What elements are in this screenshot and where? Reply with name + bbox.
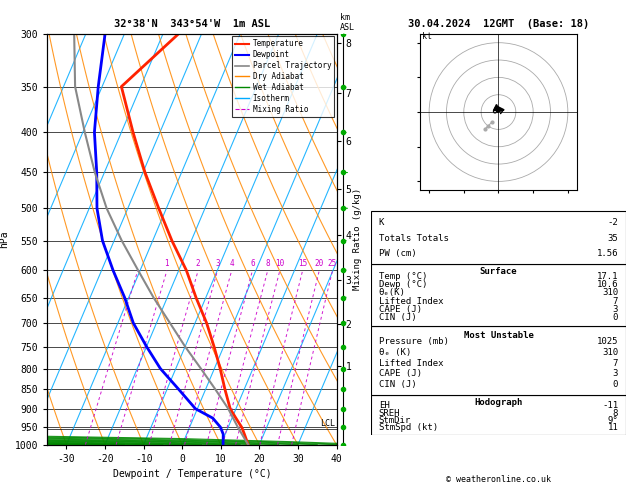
Text: 7: 7 — [613, 296, 618, 306]
Text: 8: 8 — [613, 409, 618, 417]
Text: Totals Totals: Totals Totals — [379, 234, 448, 243]
Text: 2: 2 — [196, 260, 201, 268]
Text: Lifted Index: Lifted Index — [379, 359, 443, 367]
Text: © weatheronline.co.uk: © weatheronline.co.uk — [446, 474, 551, 484]
Text: 3: 3 — [215, 260, 220, 268]
Legend: Temperature, Dewpoint, Parcel Trajectory, Dry Adiabat, Wet Adiabat, Isotherm, Mi: Temperature, Dewpoint, Parcel Trajectory… — [232, 36, 334, 117]
Text: Hodograph: Hodograph — [474, 398, 523, 407]
Text: Most Unstable: Most Unstable — [464, 331, 533, 340]
Text: θₑ(K): θₑ(K) — [379, 288, 406, 297]
Text: 0: 0 — [613, 380, 618, 389]
X-axis label: Dewpoint / Temperature (°C): Dewpoint / Temperature (°C) — [113, 469, 271, 479]
Text: EH: EH — [379, 401, 389, 410]
Text: 10.6: 10.6 — [597, 280, 618, 289]
Text: 8: 8 — [265, 260, 270, 268]
Text: 1025: 1025 — [597, 337, 618, 347]
Text: 35: 35 — [608, 234, 618, 243]
Text: 25: 25 — [328, 260, 337, 268]
Text: LCL: LCL — [320, 419, 335, 428]
FancyBboxPatch shape — [371, 326, 626, 395]
Text: K: K — [379, 218, 384, 227]
Text: 0: 0 — [613, 313, 618, 322]
Text: 32°38'N  343°54'W  1m ASL: 32°38'N 343°54'W 1m ASL — [114, 19, 270, 29]
FancyBboxPatch shape — [371, 264, 626, 326]
Text: 20: 20 — [314, 260, 324, 268]
Text: 30.04.2024  12GMT  (Base: 18): 30.04.2024 12GMT (Base: 18) — [408, 19, 589, 29]
Text: Mixing Ratio (g/kg): Mixing Ratio (g/kg) — [353, 188, 362, 291]
Text: kt: kt — [422, 32, 432, 41]
Text: CAPE (J): CAPE (J) — [379, 305, 422, 314]
Text: Pressure (mb): Pressure (mb) — [379, 337, 448, 347]
Text: -2: -2 — [608, 218, 618, 227]
Text: 15: 15 — [298, 260, 307, 268]
Text: CIN (J): CIN (J) — [379, 380, 416, 389]
Text: SREH: SREH — [379, 409, 400, 417]
Text: 310: 310 — [602, 348, 618, 357]
FancyBboxPatch shape — [371, 395, 626, 435]
Text: 3: 3 — [613, 305, 618, 314]
Text: 7: 7 — [613, 359, 618, 367]
Text: 1: 1 — [165, 260, 169, 268]
Text: 9°: 9° — [608, 416, 618, 425]
Text: 4: 4 — [230, 260, 234, 268]
Text: θₑ (K): θₑ (K) — [379, 348, 411, 357]
Text: CAPE (J): CAPE (J) — [379, 369, 422, 378]
Text: PW (cm): PW (cm) — [379, 249, 416, 258]
Text: km
ASL: km ASL — [340, 13, 355, 32]
Text: 3: 3 — [613, 369, 618, 378]
Text: Lifted Index: Lifted Index — [379, 296, 443, 306]
Text: Dewp (°C): Dewp (°C) — [379, 280, 427, 289]
Y-axis label: hPa: hPa — [0, 230, 9, 248]
Text: 310: 310 — [602, 288, 618, 297]
Text: CIN (J): CIN (J) — [379, 313, 416, 322]
FancyBboxPatch shape — [371, 211, 626, 264]
Text: StmSpd (kt): StmSpd (kt) — [379, 423, 438, 432]
Text: Temp (°C): Temp (°C) — [379, 272, 427, 281]
Text: 10: 10 — [276, 260, 284, 268]
Text: Surface: Surface — [480, 267, 517, 276]
Text: 11: 11 — [608, 423, 618, 432]
Text: 6: 6 — [250, 260, 255, 268]
Text: 17.1: 17.1 — [597, 272, 618, 281]
Text: StmDir: StmDir — [379, 416, 411, 425]
Text: 1.56: 1.56 — [597, 249, 618, 258]
Text: -11: -11 — [602, 401, 618, 410]
